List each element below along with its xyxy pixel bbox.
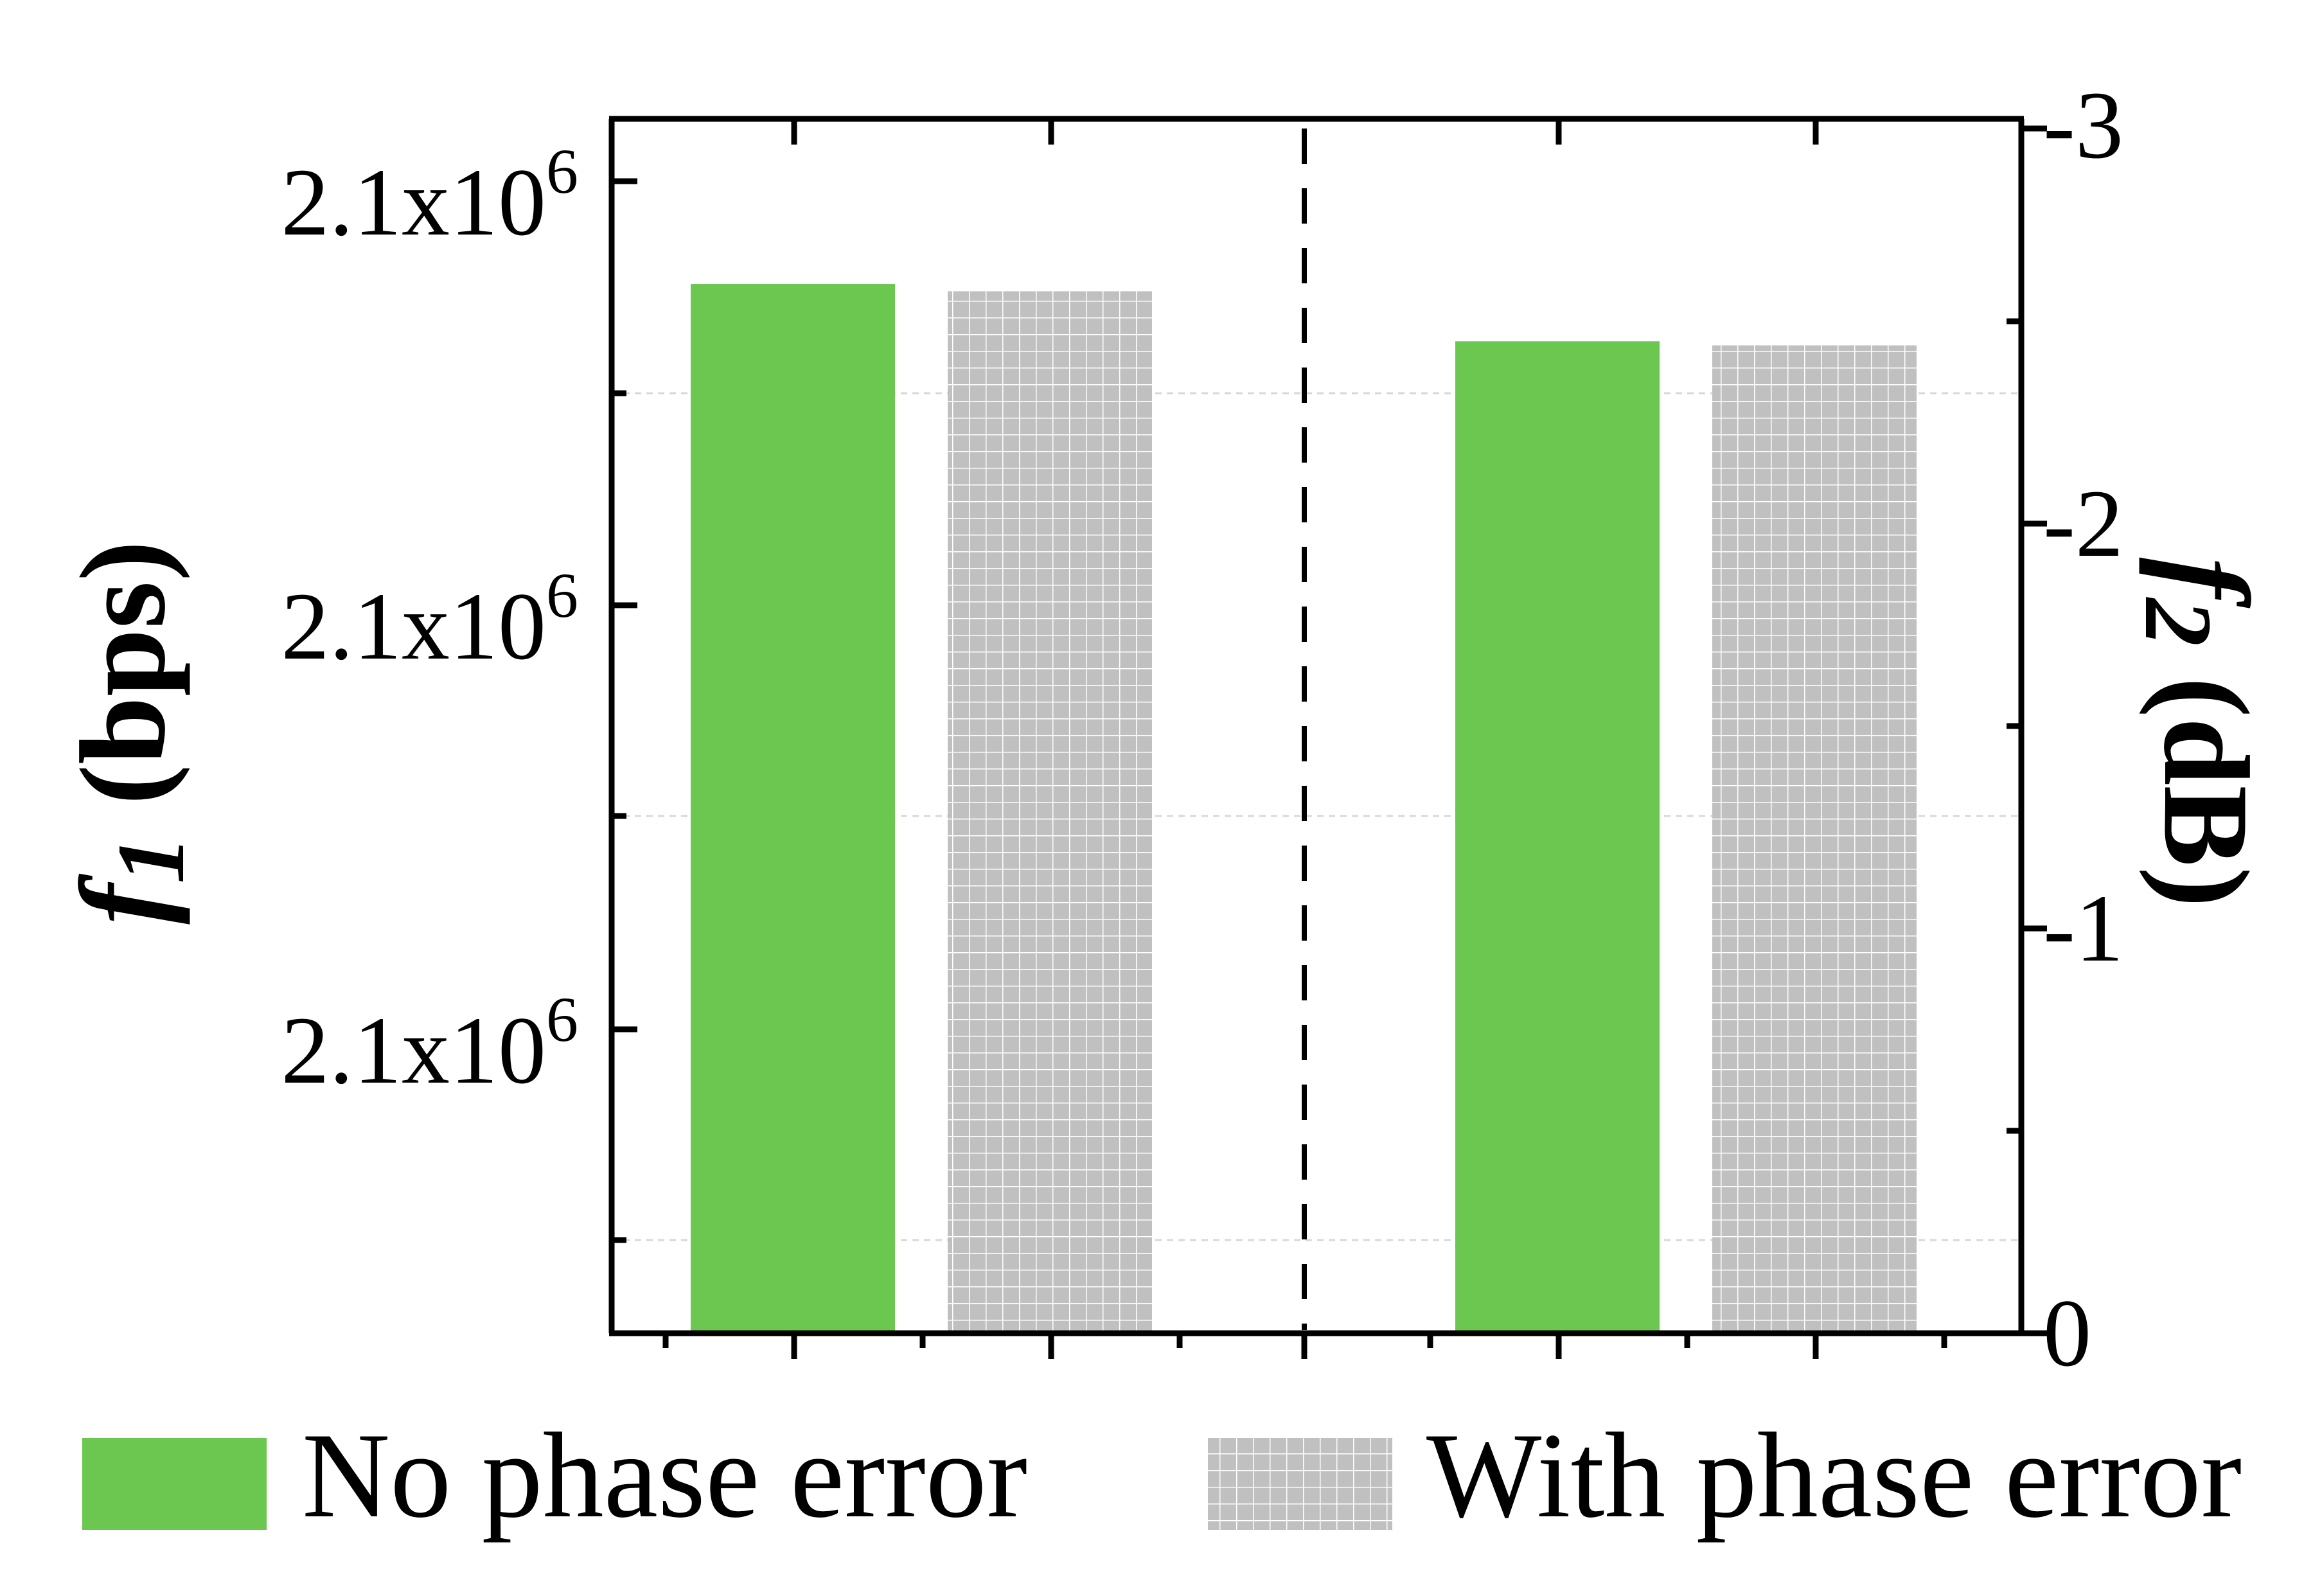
legend-label-with-phase-error: With phase error xyxy=(1426,1408,2242,1543)
left-tick-labels: 2.1x106 2.1x106 2.1x106 xyxy=(281,136,579,1104)
legend: No phase error With phase error xyxy=(82,1408,2242,1543)
left-tick-label: 2.1x106 xyxy=(281,984,579,1104)
bar-with-phase-error xyxy=(1712,345,1917,1333)
bar-with-phase-error xyxy=(948,291,1152,1333)
bars xyxy=(691,284,1917,1333)
left-tick-label: 2.1x106 xyxy=(281,136,579,256)
left-axis-label: f1 (bps) xyxy=(56,540,204,925)
left-tick-label: 2.1x106 xyxy=(281,560,579,680)
bar-no-phase-error xyxy=(691,284,895,1333)
right-tick-labels: 0 -1 -2 -3 xyxy=(2043,72,2123,1387)
axis-ticks xyxy=(612,119,2047,1359)
legend-swatch-no-phase-error xyxy=(82,1438,267,1530)
right-axis-label: f2 (dB) xyxy=(2125,558,2273,908)
legend-swatch-with-phase-error xyxy=(1208,1438,1392,1530)
right-tick-label: -2 xyxy=(2043,470,2123,577)
bar-no-phase-error xyxy=(1455,341,1660,1333)
legend-label-no-phase-error: No phase error xyxy=(302,1408,1027,1543)
right-tick-label: -1 xyxy=(2043,875,2123,982)
right-tick-label: -3 xyxy=(2043,72,2123,179)
right-tick-label: 0 xyxy=(2043,1280,2091,1387)
